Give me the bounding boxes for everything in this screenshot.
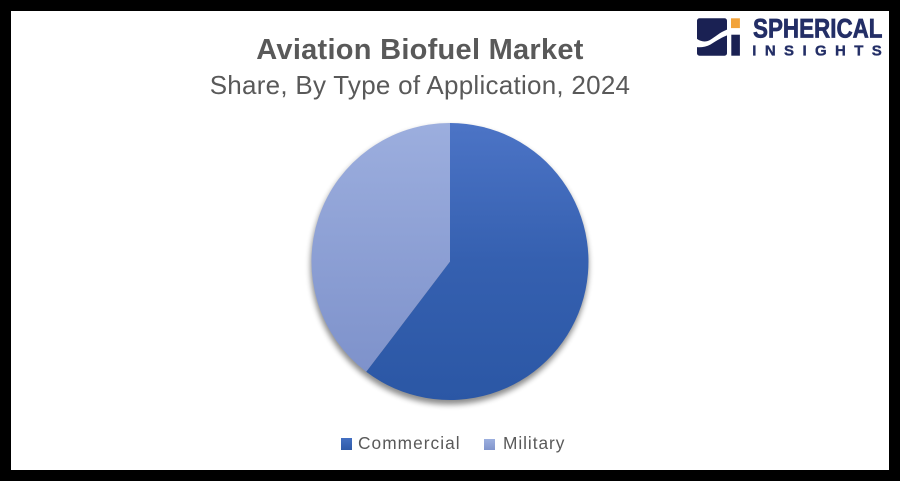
- svg-text:SPHERICAL: SPHERICAL: [753, 14, 883, 44]
- svg-text:INSIGHTS: INSIGHTS: [752, 42, 882, 59]
